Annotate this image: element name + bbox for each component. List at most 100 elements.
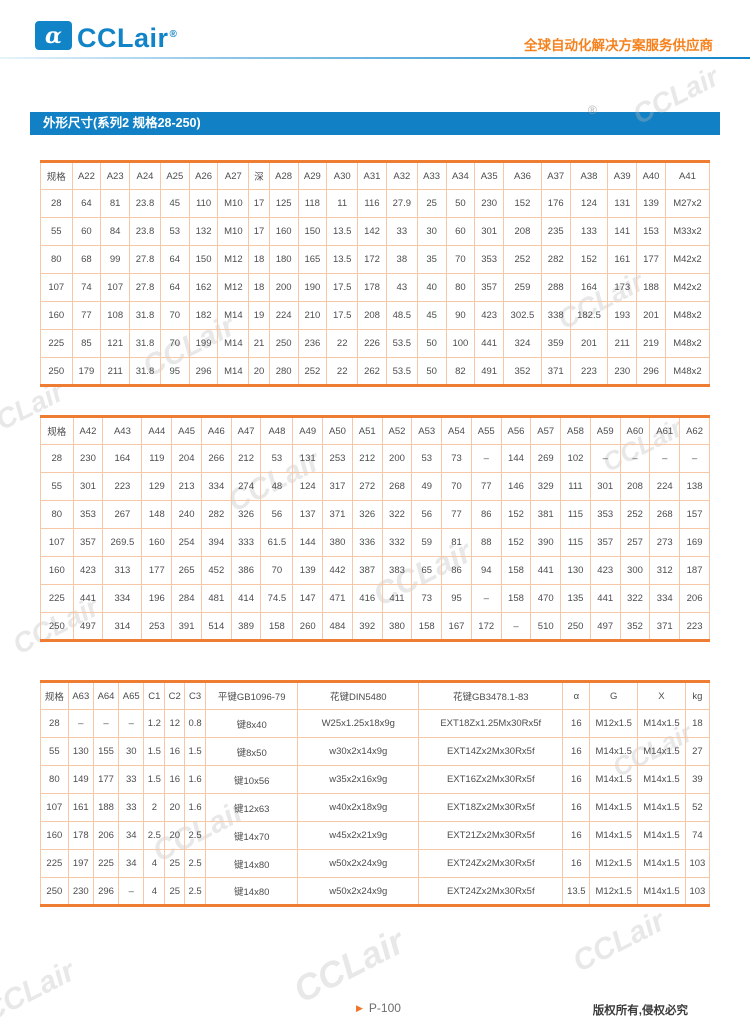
table-cell: 111 — [560, 472, 591, 501]
table-cell: 491 — [474, 357, 505, 386]
table-cell: 0.8 — [184, 709, 207, 738]
table-cell: 208 — [357, 301, 387, 330]
table-cell: 497 — [589, 612, 621, 641]
table-cell: 357 — [474, 273, 505, 302]
table-cell: 16 — [562, 821, 591, 850]
table-cell: 441 — [474, 329, 505, 358]
table-row: 28 230 164 119 204 266 212 53 131 253 212 200 53 73–1… — [40, 444, 710, 473]
table-cell: 160 — [40, 301, 73, 330]
table-cell: 17.5 — [326, 301, 359, 330]
table-cell: 253 — [322, 444, 353, 473]
column-header: α — [562, 681, 591, 710]
table-cell: 280 — [268, 357, 299, 386]
table-cell: M14x1.5 — [637, 849, 686, 878]
table-cell: 172 — [357, 245, 387, 274]
column-header: C1 — [143, 681, 166, 710]
table-cell: 161 — [607, 245, 638, 274]
column-header: A41 — [664, 161, 711, 190]
table-cell: 144 — [500, 444, 532, 473]
brand-name: CCLair® — [77, 23, 178, 53]
table-cell: 235 — [540, 217, 571, 246]
table-cell: 353 — [589, 500, 621, 529]
table-cell: EXT18Zx1.25Mx30Rx5f — [418, 709, 564, 738]
table-cell: 199 — [188, 329, 219, 358]
table-cell: 16 — [164, 765, 186, 794]
table-cell: 99 — [100, 245, 131, 274]
table-cell: 80 — [40, 500, 74, 529]
table-cell: 230 — [607, 357, 638, 386]
table-cell: 27 — [684, 737, 711, 766]
table-cell: 16 — [562, 793, 591, 822]
table-cell: 381 — [530, 500, 562, 529]
header-divider — [0, 57, 750, 59]
table-cell: 121 — [100, 329, 131, 358]
table-cell: 162 — [188, 273, 219, 302]
table-cell: 178 — [67, 821, 94, 850]
table-cell: 268 — [381, 472, 413, 501]
column-header: A65 — [118, 681, 145, 710]
table-cell: 371 — [649, 612, 681, 641]
table-cell: 253 — [141, 612, 173, 641]
table-cell: 131 — [607, 189, 638, 218]
table-cell: 324 — [503, 329, 542, 358]
table-cell: 268 — [649, 500, 681, 529]
table-cell: 352 — [619, 612, 651, 641]
table-cell: 16 — [562, 765, 591, 794]
table-cell: 380 — [322, 528, 353, 557]
column-header: A44 — [141, 416, 173, 445]
table-cell: 167 — [441, 612, 472, 641]
table-cell: 272 — [351, 472, 383, 501]
table-cell: 423 — [589, 556, 621, 585]
table-cell: 64 — [159, 273, 190, 302]
table-cell: 236 — [297, 329, 328, 358]
table-cell: 70 — [441, 472, 472, 501]
column-header: A34 — [445, 161, 476, 190]
table-cell: 148 — [141, 500, 173, 529]
table-cell: 22 — [326, 357, 359, 386]
column-header: 平键GB1096-79 — [205, 681, 299, 710]
table-cell: 210 — [297, 301, 328, 330]
table-cell: 282 — [540, 245, 571, 274]
table-cell: 139 — [636, 189, 666, 218]
table-cell: M14x1.5 — [589, 821, 639, 850]
table-cell: M12x1.5 — [589, 877, 639, 906]
table-cell: 27.8 — [129, 273, 161, 302]
table-cell: – — [649, 444, 681, 473]
column-header: G — [589, 681, 639, 710]
table-cell: 20 — [164, 821, 186, 850]
table-cell: 108 — [100, 301, 131, 330]
table-cell: 1.5 — [143, 737, 166, 766]
table-cell: 380 — [381, 612, 413, 641]
table-cell: 193 — [607, 301, 638, 330]
table-cell: 262 — [357, 357, 387, 386]
table-cell: 键8x40 — [205, 709, 299, 738]
page-number-label: P-100 — [368, 1001, 401, 1015]
table-cell: 225 — [40, 584, 74, 613]
table-cell: 250 — [40, 612, 74, 641]
table-cell: 18 — [248, 273, 270, 302]
table-cell: 301 — [474, 217, 505, 246]
table-cell: 56 — [411, 500, 443, 529]
table-cell: 177 — [92, 765, 120, 794]
table-cell: 359 — [540, 329, 571, 358]
table-cell: 84 — [100, 217, 131, 246]
table-cell: EXT18Zx2Mx30Rx5f — [418, 793, 564, 822]
table-cell: 150 — [188, 245, 219, 274]
table-cell: 25 — [164, 849, 186, 878]
column-header: A50 — [322, 416, 353, 445]
table-cell: 317 — [322, 472, 353, 501]
table-cell: 441 — [72, 584, 104, 613]
table-cell: M10 — [217, 217, 250, 246]
table-cell: 252 — [297, 357, 328, 386]
table-cell: 130 — [560, 556, 591, 585]
table-cell: 35 — [416, 245, 447, 274]
cclair-logo-icon: α — [35, 21, 72, 50]
table-cell: 371 — [540, 357, 571, 386]
table-cell: 55 — [40, 217, 73, 246]
column-header: A29 — [297, 161, 328, 190]
table-cell: 250 — [40, 357, 73, 386]
table-cell: 329 — [530, 472, 562, 501]
page-arrow-icon: ▶ — [356, 1002, 363, 1013]
table-cell: 86 — [441, 556, 472, 585]
